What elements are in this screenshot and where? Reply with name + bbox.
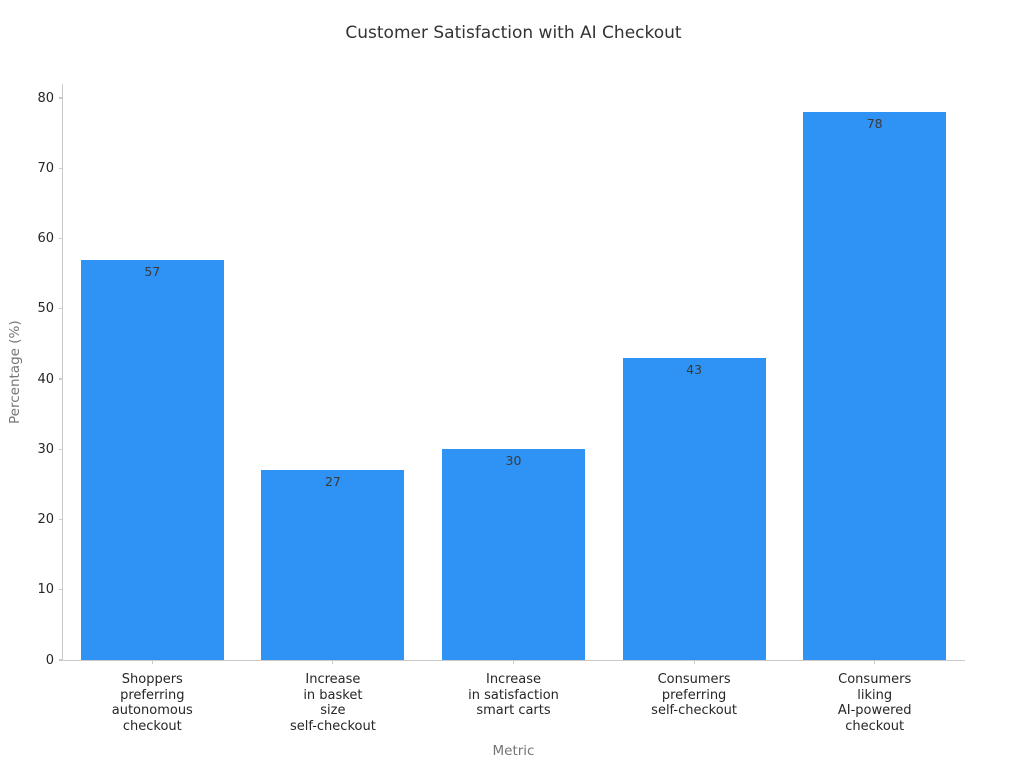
y-tick-label: 70 [37, 160, 54, 176]
x-tick-mark [151, 660, 153, 664]
x-tick-label: Consumers liking AI-powered checkout [837, 672, 912, 735]
y-tick-label: 50 [37, 301, 54, 317]
y-tick-label: 20 [37, 512, 54, 527]
x-tick-mark [874, 660, 876, 664]
bar [622, 357, 766, 660]
y-tick-mark [58, 659, 62, 661]
x-tick-label: Shoppers preferring autonomous checkout [111, 672, 193, 735]
x-tick-label: Increase in satisfaction smart carts [468, 672, 559, 719]
x-tick-label: Increase in basket size self-checkout [289, 672, 376, 735]
bar-value-label: 27 [324, 474, 341, 490]
bar [803, 112, 947, 660]
bar-value-label: 43 [686, 361, 703, 377]
y-tick-label: 0 [45, 652, 54, 668]
plot-area: 0 10 20 30 40 50 60 70 80 57 27 30 43 78 Shoppers pr… [37, 84, 965, 734]
x-tick-mark [693, 660, 695, 664]
x-tick-label: Consumers preferring self-checkout [651, 672, 737, 719]
chart-title: Customer Satisfaction with AI Checkout [345, 23, 682, 43]
bar-value-label: 57 [144, 263, 161, 279]
y-tick-mark [58, 378, 62, 380]
y-tick-mark [58, 237, 62, 240]
y-tick-mark [58, 97, 62, 99]
y-tick-label: 40 [37, 371, 54, 387]
y-tick-mark [58, 308, 62, 310]
y-tick-mark [58, 589, 62, 591]
y-tick-label: 60 [37, 231, 54, 246]
y-tick-mark [58, 518, 62, 521]
y-axis-line [62, 84, 64, 660]
x-axis-title: Metric [492, 743, 535, 759]
bar [80, 259, 224, 660]
x-tick-mark [332, 660, 334, 664]
y-tick-label: 10 [37, 582, 54, 598]
x-tick-mark [512, 660, 515, 664]
y-tick-label: 30 [37, 441, 54, 457]
bar [442, 449, 585, 660]
bar [261, 470, 405, 660]
bar-value-label: 78 [866, 116, 883, 132]
y-tick-label: 80 [37, 90, 54, 106]
y-tick-mark [58, 167, 62, 169]
bar-value-label: 30 [505, 453, 522, 469]
y-tick-mark [58, 448, 62, 450]
